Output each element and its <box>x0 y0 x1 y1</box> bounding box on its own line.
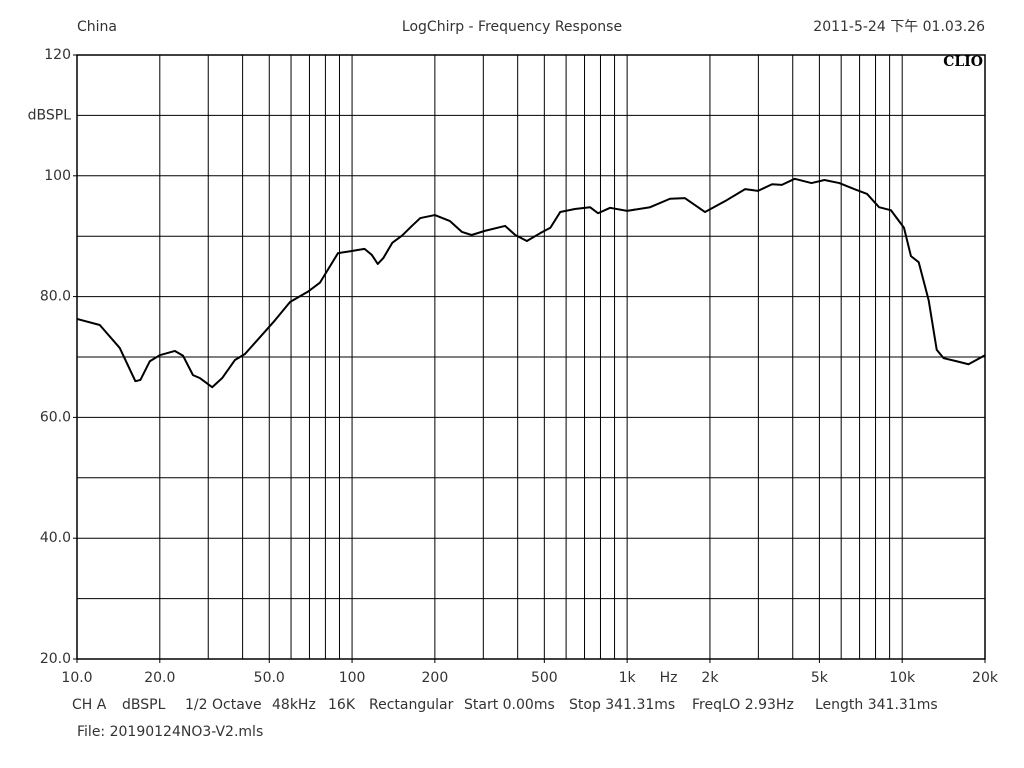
x-tick-label: 10k <box>889 670 916 686</box>
y-tick-label: 100 <box>44 168 71 184</box>
footer-item: Stop 341.31ms <box>569 697 675 713</box>
x-tick-label: 5k <box>811 670 829 686</box>
x-tick-label: 20.0 <box>144 670 175 686</box>
y-tick-label: 80.0 <box>40 289 71 305</box>
x-tick-label: 1k <box>619 670 637 686</box>
logo: CLIO <box>943 54 983 70</box>
x-tick-label: 100 <box>339 670 366 686</box>
y-axis-label: dBSPL <box>28 107 72 123</box>
y-tick-label: 60.0 <box>40 409 71 425</box>
chart-title: LogChirp - Frequency Response <box>402 19 622 35</box>
footer-item: Length 341.31ms <box>815 697 938 713</box>
plot-frame <box>76 54 986 660</box>
file-name: File: 20190124NO3-V2.mls <box>77 724 263 740</box>
x-tick-label: 50.0 <box>254 670 285 686</box>
x-axis-label: Hz <box>660 670 678 686</box>
y-tick-label: 120 <box>44 47 71 63</box>
footer-item: 16K <box>328 697 356 713</box>
footer-item: FreqLO 2.93Hz <box>692 697 794 713</box>
x-tick-label: 500 <box>531 670 558 686</box>
x-tick-label: 10.0 <box>61 670 92 686</box>
footer-item: 48kHz <box>272 697 316 713</box>
footer-item: CH A <box>72 697 107 713</box>
header-left: China <box>77 19 117 35</box>
x-tick-label: 2k <box>701 670 719 686</box>
x-tick-label: 200 <box>422 670 449 686</box>
footer-item: Start 0.00ms <box>464 697 555 713</box>
footer-item: Rectangular <box>369 697 454 713</box>
footer-item: dBSPL <box>122 697 166 713</box>
y-tick-label: 20.0 <box>40 651 71 667</box>
response-curve <box>76 177 986 389</box>
x-tick-label: 20k <box>972 670 999 686</box>
header-right: 2011-5-24 下午 01.03.26 <box>813 19 985 35</box>
y-tick-label: 40.0 <box>40 530 71 546</box>
footer-item: 1/2 Octave <box>185 697 262 713</box>
